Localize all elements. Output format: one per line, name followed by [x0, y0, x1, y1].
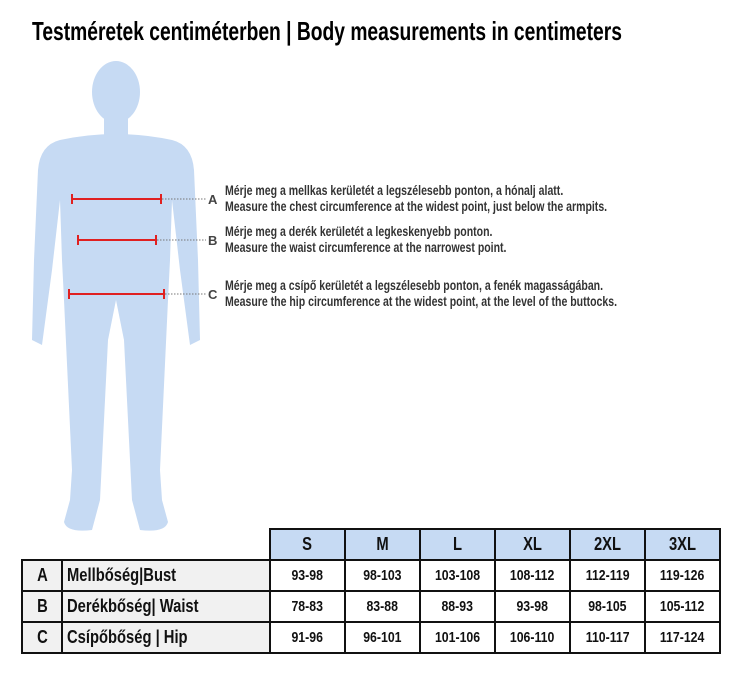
marker-c: C: [208, 287, 218, 302]
value-cell: 119-126: [644, 559, 721, 592]
measure-lines: [68, 194, 165, 299]
value-cell: 88-93: [419, 590, 496, 623]
value-cell: 83-88: [344, 590, 421, 623]
marker-b: B: [208, 233, 218, 248]
table-row: B Derékbőség| Waist 78-83 83-88 88-93 93…: [21, 590, 721, 623]
row-letter: B: [21, 590, 63, 623]
leader-lines: [157, 198, 206, 295]
table-row: C Csípőbőség | Hip 91-96 96-101 101-106 …: [21, 621, 721, 654]
value-cell: 117-124: [644, 621, 721, 654]
row-label: Derékbőség| Waist: [61, 590, 271, 623]
instruction-hu: Mérje meg a derék kerületét a legkeskeny…: [225, 224, 493, 239]
value-cell: 101-106: [419, 621, 496, 654]
value-cell: 110-117: [569, 621, 646, 654]
value-cell: 78-83: [269, 590, 346, 623]
body-silhouette: [32, 61, 206, 531]
value-cell: 103-108: [419, 559, 496, 592]
row-label: Csípőbőség | Hip: [61, 621, 271, 654]
value-cell: 112-119: [569, 559, 646, 592]
row-letter: A: [21, 559, 63, 592]
size-header: L: [419, 528, 496, 561]
size-header: S: [269, 528, 346, 561]
value-cell: 93-98: [494, 590, 571, 623]
instruction-b: Mérje meg a derék kerületét a legkeskeny…: [225, 224, 506, 256]
value-cell: 96-101: [344, 621, 421, 654]
row-label: Mellbőség|Bust: [61, 559, 271, 592]
value-cell: 105-112: [644, 590, 721, 623]
size-header: XL: [494, 528, 571, 561]
value-cell: 106-110: [494, 621, 571, 654]
value-cell: 108-112: [494, 559, 571, 592]
size-header-row: S M L XL 2XL 3XL: [22, 528, 721, 561]
size-header: M: [344, 528, 421, 561]
value-cell: 98-103: [344, 559, 421, 592]
instruction-en: Measure the hip circumference at the wid…: [225, 294, 618, 309]
instruction-hu: Mérje meg a mellkas kerületét a legszéle…: [225, 183, 564, 198]
instruction-en: Measure the waist circumference at the n…: [225, 240, 507, 255]
blank-cell: [22, 529, 270, 560]
page-title: Testméretek centiméterben | Body measure…: [32, 16, 622, 46]
row-letter: C: [21, 621, 63, 654]
size-header: 2XL: [569, 528, 646, 561]
size-table: S M L XL 2XL 3XL A Mellbőség|Bust 93-98 …: [21, 528, 721, 654]
instruction-a: Mérje meg a mellkas kerületét a legszéle…: [225, 183, 607, 215]
instruction-c: Mérje meg a csípő kerületét a legszélese…: [225, 278, 617, 310]
value-cell: 91-96: [269, 621, 346, 654]
marker-a: A: [208, 192, 218, 207]
value-cell: 98-105: [569, 590, 646, 623]
instruction-hu: Mérje meg a csípő kerületét a legszélese…: [225, 278, 604, 293]
human-figure-icon: [32, 61, 200, 531]
size-header: 3XL: [644, 528, 721, 561]
instruction-en: Measure the chest circumference at the w…: [225, 199, 608, 214]
table-row: A Mellbőség|Bust 93-98 98-103 103-108 10…: [21, 559, 721, 592]
value-cell: 93-98: [269, 559, 346, 592]
